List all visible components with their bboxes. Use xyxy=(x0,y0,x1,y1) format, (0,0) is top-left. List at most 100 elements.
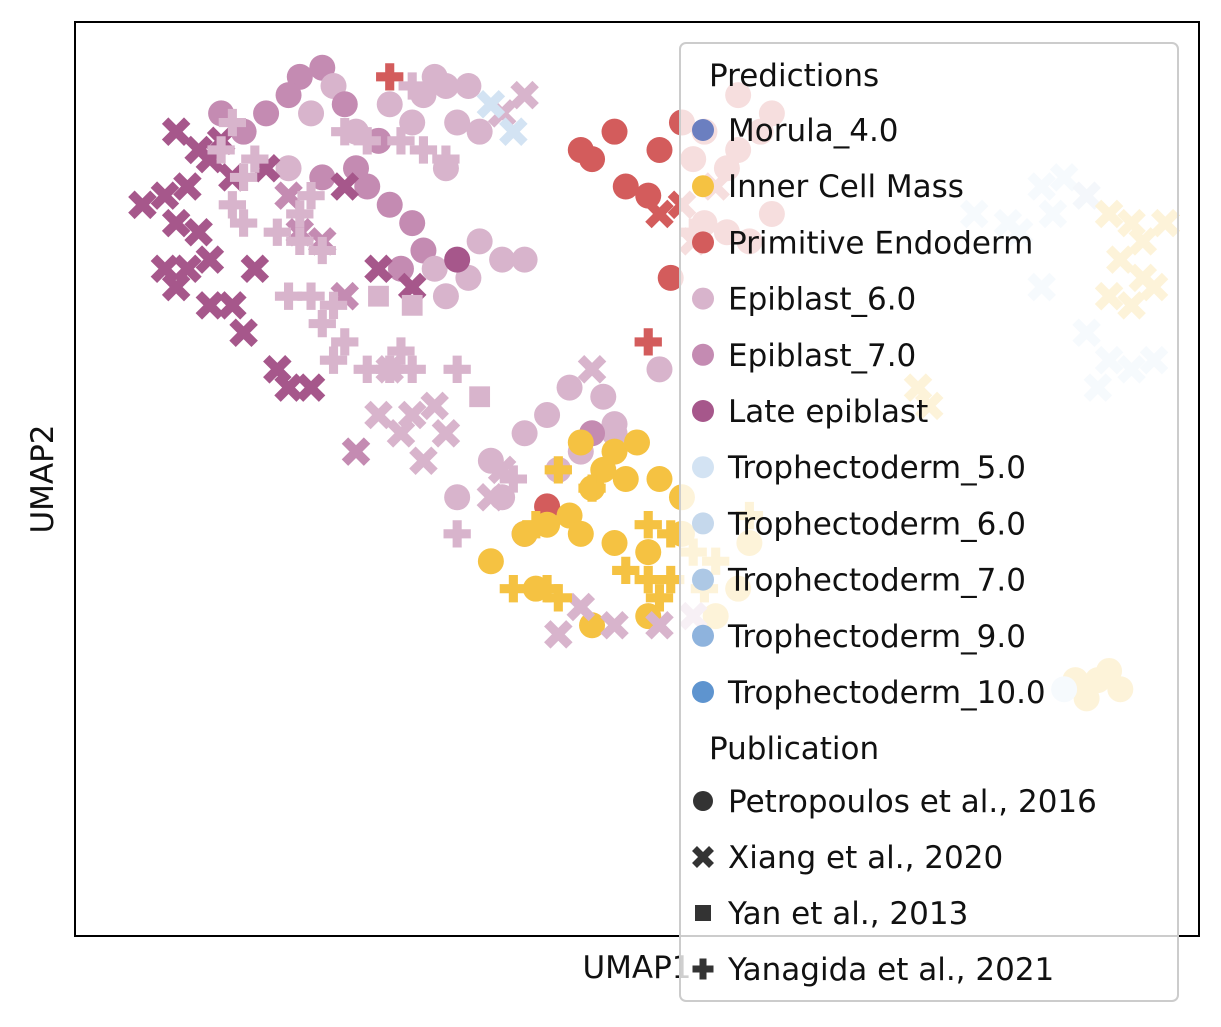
scatter-point xyxy=(207,136,235,164)
scatter-point xyxy=(341,437,371,466)
scatter-point xyxy=(432,283,459,310)
legend-swatch-morula-4-0 xyxy=(692,119,714,141)
scatter-point xyxy=(218,108,247,137)
scatter-point xyxy=(601,420,628,447)
scatter-point xyxy=(600,610,629,640)
scatter-point xyxy=(567,429,594,456)
scatter-point xyxy=(544,456,572,484)
scatter-point xyxy=(635,182,662,209)
scatter-point xyxy=(511,246,538,273)
scatter-point xyxy=(343,155,369,182)
scatter-point xyxy=(421,255,448,282)
scatter-point xyxy=(195,245,225,274)
scatter-point xyxy=(612,173,639,200)
scatter-point xyxy=(319,291,348,319)
scatter-point xyxy=(646,466,673,492)
legend-label-xiang-et-al-2020: Xiang et al., 2020 xyxy=(728,840,1003,876)
scatter-point xyxy=(590,383,617,410)
scatter-point xyxy=(387,337,415,365)
scatter-point xyxy=(455,72,482,99)
scatter-point xyxy=(386,419,416,448)
scatter-point xyxy=(397,272,427,302)
scatter-point xyxy=(399,210,426,237)
legend-swatch-trophectoderm-6-0 xyxy=(692,512,714,535)
scatter-point xyxy=(161,208,191,238)
scatter-point xyxy=(330,172,360,201)
scatter-point xyxy=(567,520,594,547)
scatter-point xyxy=(522,511,550,539)
scatter-point xyxy=(128,190,157,220)
scatter-point xyxy=(173,172,202,201)
scatter-point xyxy=(469,386,491,408)
scatter-point xyxy=(401,294,423,316)
scatter-point xyxy=(387,127,415,155)
scatter-point xyxy=(331,118,359,146)
scatter-point xyxy=(511,420,538,447)
scatter-point xyxy=(577,355,607,384)
scatter-point xyxy=(646,356,673,383)
scatter-point xyxy=(275,82,302,109)
scatter-point xyxy=(368,285,389,307)
legend-swatch-trophectoderm-5-0 xyxy=(692,456,714,479)
scatter-point xyxy=(364,254,393,284)
legend-label-yanagida-et-al-2021: Yanagida et al., 2021 xyxy=(727,952,1054,988)
scatter-point xyxy=(173,254,202,284)
scatter-point xyxy=(376,91,403,118)
legend-swatch-inner-cell-mass xyxy=(692,175,714,198)
legend-label-petropoulos-et-al-2016: Petropoulos et al., 2016 xyxy=(728,784,1097,820)
legend-swatch-trophectoderm-7-0 xyxy=(692,568,714,591)
scatter-point xyxy=(308,236,336,265)
scatter-point xyxy=(510,80,539,110)
scatter-point xyxy=(241,145,269,173)
scatter-point xyxy=(443,355,471,383)
scatter-point xyxy=(566,592,596,622)
scatter-point xyxy=(443,520,471,548)
scatter-point xyxy=(296,373,326,402)
scatter-point xyxy=(331,91,358,118)
scatter-point xyxy=(397,400,427,430)
scatter-point xyxy=(612,466,639,492)
scatter-point xyxy=(218,191,247,219)
scatter-point xyxy=(229,318,258,348)
scatter-point xyxy=(544,584,572,612)
scatter-point xyxy=(195,291,225,320)
scatter-point xyxy=(274,373,303,402)
scatter-point xyxy=(297,182,325,210)
scatter-point xyxy=(657,264,684,291)
legend-swatch-epiblast-7-0 xyxy=(692,343,714,366)
scatter-point xyxy=(634,511,662,539)
scatter-point xyxy=(298,100,325,127)
scatter-point xyxy=(376,63,404,91)
scatter-point xyxy=(398,355,426,383)
scatter-point xyxy=(556,374,583,401)
legend-label-trophectoderm-10-0: Trophectoderm_10.0 xyxy=(727,675,1046,711)
legend-swatch-late-epiblast xyxy=(692,400,714,422)
scatter-point xyxy=(476,483,506,512)
scatter-point xyxy=(534,493,561,520)
legend-marker-petropoulos-et-al-2016 xyxy=(693,791,713,811)
scatter-point xyxy=(184,135,213,165)
legend-swatch-epiblast-6-0 xyxy=(692,287,714,310)
legend-label-epiblast-6-0: Epiblast_6.0 xyxy=(728,282,916,318)
legend-label-morula-4-0: Morula_4.0 xyxy=(728,113,899,149)
scatter-point xyxy=(601,118,628,145)
scatter-point xyxy=(645,584,674,612)
scatter-point xyxy=(634,328,662,356)
scatter-point xyxy=(286,227,314,256)
scatter-point xyxy=(387,255,414,282)
scatter-point xyxy=(308,309,336,338)
scatter-point xyxy=(420,391,449,421)
legend-swatch-trophectoderm-10-0 xyxy=(692,681,714,703)
scatter-point xyxy=(409,446,438,475)
scatter-point xyxy=(578,474,606,502)
legend-swatch-trophectoderm-9-0 xyxy=(692,624,714,647)
legend-label-trophectoderm-9-0: Trophectoderm_9.0 xyxy=(727,619,1026,655)
scatter-point xyxy=(476,89,506,119)
scatter-point xyxy=(297,282,325,310)
scatter-point xyxy=(499,465,528,493)
scatter-point xyxy=(444,246,471,273)
legend-label-trophectoderm-5-0: Trophectoderm_5.0 xyxy=(727,450,1026,486)
scatter-point xyxy=(612,556,640,585)
legend: Predictions Morula_4.0 Inner Cell Mass Pri… xyxy=(679,42,1179,1002)
